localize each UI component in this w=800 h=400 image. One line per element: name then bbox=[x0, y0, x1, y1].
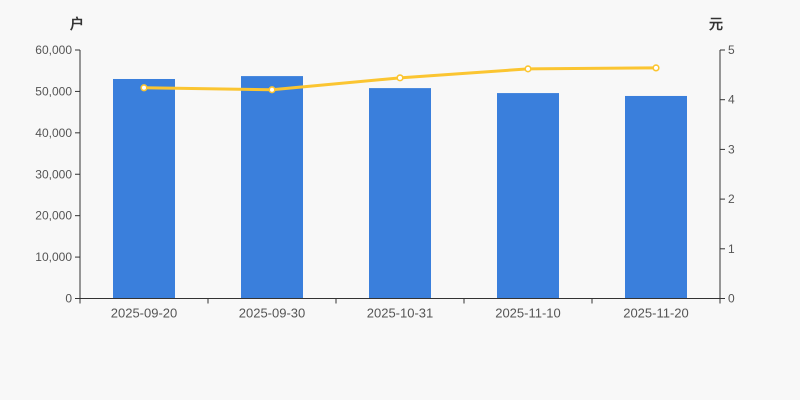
bar bbox=[369, 88, 431, 299]
y-axis-right-tick-label: 4 bbox=[728, 93, 735, 107]
y-axis-left-tick-label: 40,000 bbox=[35, 126, 72, 140]
y-axis-left-tick-label: 50,000 bbox=[35, 84, 72, 98]
x-axis-tick-label: 2025-09-30 bbox=[239, 306, 306, 321]
y-axis-left-tick-label: 0 bbox=[65, 292, 72, 306]
y-axis-right-tick-label: 0 bbox=[728, 292, 735, 306]
x-axis-tick-label: 2025-09-20 bbox=[111, 306, 178, 321]
line-marker bbox=[652, 64, 660, 72]
line-marker bbox=[268, 86, 276, 94]
y-axis-right-tick-label: 3 bbox=[728, 142, 735, 156]
right-axis-unit-label: 元 bbox=[709, 16, 723, 32]
y-axis-right-tick-label: 1 bbox=[728, 242, 735, 256]
y-axis-left-tick-label: 20,000 bbox=[35, 209, 72, 223]
line-marker bbox=[140, 84, 148, 92]
y-axis-left-tick-label: 60,000 bbox=[35, 43, 72, 57]
bar bbox=[241, 76, 303, 299]
bar bbox=[113, 78, 175, 299]
bar bbox=[497, 93, 559, 299]
left-axis-unit-label: 户 bbox=[70, 16, 84, 32]
y-axis-left-tick-label: 10,000 bbox=[35, 250, 72, 264]
line-marker bbox=[396, 74, 404, 82]
x-axis-tick-label: 2025-10-31 bbox=[367, 306, 434, 321]
bar bbox=[625, 95, 687, 299]
y-axis-right-tick-label: 2 bbox=[728, 192, 735, 206]
y-axis-right-tick-label: 5 bbox=[728, 43, 735, 57]
y-axis-left-tick-label: 30,000 bbox=[35, 167, 72, 181]
line-marker bbox=[524, 65, 532, 73]
x-axis-tick-label: 2025-11-20 bbox=[623, 306, 689, 321]
x-axis-tick-label: 2025-11-10 bbox=[495, 306, 561, 321]
